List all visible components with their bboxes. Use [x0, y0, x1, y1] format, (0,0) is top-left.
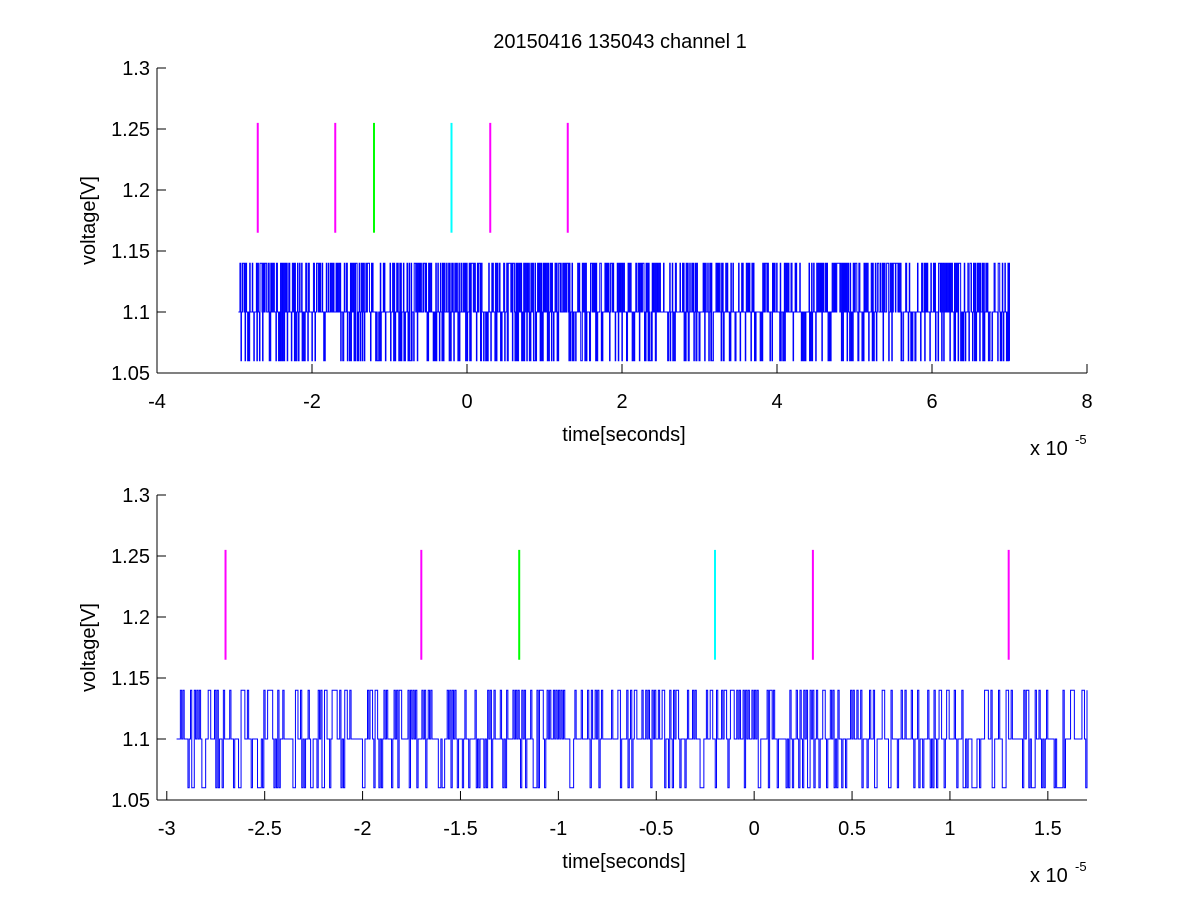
x-tick-label: -0.5	[639, 818, 673, 840]
x-axis-label: time[seconds]	[562, 424, 685, 446]
signal-line	[176, 689, 1088, 789]
y-tick-label: 1.2	[122, 180, 150, 202]
x-tick-label: -1.5	[443, 818, 477, 840]
y-tick-label: 1.2	[122, 607, 150, 629]
y-tick-label: 1.15	[111, 668, 150, 690]
x-tick-label: 0	[461, 391, 472, 413]
x-tick-label: -3	[158, 818, 176, 840]
y-tick-label: 1.05	[111, 363, 150, 385]
x-multiplier: x 10	[1030, 438, 1068, 460]
y-tick-label: 1.25	[111, 119, 150, 141]
y-axis-label: voltage[V]	[78, 603, 100, 692]
y-tick-label: 1.15	[111, 241, 150, 263]
signal-line	[238, 262, 1010, 362]
x-tick-label: -4	[148, 391, 166, 413]
y-tick-label: 1.25	[111, 546, 150, 568]
x-tick-label: 6	[926, 391, 937, 413]
y-tick-label: 1.3	[122, 485, 150, 507]
x-tick-label: 0	[749, 818, 760, 840]
y-tick-label: 1.1	[122, 729, 150, 751]
x-axis-label: time[seconds]	[562, 851, 685, 873]
x-tick-label: 0.5	[838, 818, 866, 840]
x-multiplier: x 10	[1030, 865, 1068, 887]
x-tick-label: 1.5	[1034, 818, 1062, 840]
x-tick-label: -2	[303, 391, 321, 413]
x-tick-label: 8	[1081, 391, 1092, 413]
y-tick-label: 1.3	[122, 58, 150, 80]
x-tick-label: -2.5	[247, 818, 281, 840]
x-tick-label: 1	[944, 818, 955, 840]
y-tick-label: 1.05	[111, 790, 150, 812]
x-tick-label: 4	[771, 391, 782, 413]
x-tick-label: 2	[616, 391, 627, 413]
x-multiplier-exponent: -5	[1075, 432, 1087, 447]
x-tick-label: -1	[549, 818, 567, 840]
x-multiplier-exponent: -5	[1075, 859, 1087, 874]
figure-title: 20150416 135043 channel 1	[493, 31, 747, 53]
y-axis-label: voltage[V]	[78, 176, 100, 265]
y-tick-label: 1.1	[122, 302, 150, 324]
top-axes: -4 -2 0 2 4 6 8 1.05 1.1 1.15 1.2 1.25 1.3 time[secon…	[78, 58, 1093, 460]
bottom-axes: -3 -2.5 -2 -1.5 -1 -0.5 0 0.5 1 1.5 1.05 1.1 1.15 1.2…	[78, 485, 1088, 887]
x-tick-label: -2	[354, 818, 372, 840]
